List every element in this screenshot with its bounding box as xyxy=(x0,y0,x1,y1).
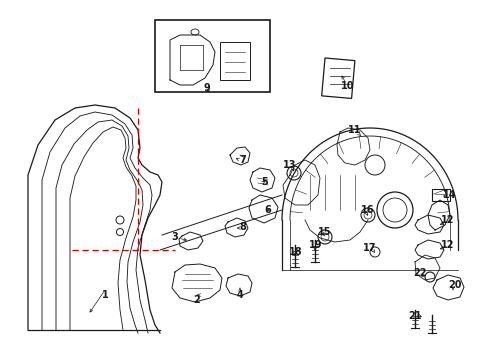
Text: 2: 2 xyxy=(193,295,200,305)
Text: 19: 19 xyxy=(308,240,322,250)
Text: 6: 6 xyxy=(264,205,271,215)
Text: 3: 3 xyxy=(171,232,178,242)
Text: 21: 21 xyxy=(407,311,421,321)
Bar xyxy=(220,42,249,80)
Text: 7: 7 xyxy=(239,155,246,165)
Bar xyxy=(431,189,449,201)
Text: 12: 12 xyxy=(440,215,454,225)
Text: 1: 1 xyxy=(102,290,108,300)
Text: 22: 22 xyxy=(412,268,426,278)
Bar xyxy=(321,58,354,99)
Text: 9: 9 xyxy=(203,83,210,93)
Text: 10: 10 xyxy=(341,81,354,91)
Text: 15: 15 xyxy=(318,227,331,237)
Text: 13: 13 xyxy=(283,160,296,170)
Text: 17: 17 xyxy=(363,243,376,253)
Text: 11: 11 xyxy=(347,125,361,135)
Text: 20: 20 xyxy=(447,280,461,290)
Text: 12: 12 xyxy=(440,240,454,250)
Bar xyxy=(155,20,269,92)
Text: 18: 18 xyxy=(288,247,302,257)
Text: 14: 14 xyxy=(442,190,456,200)
Text: 5: 5 xyxy=(261,177,268,187)
Text: 4: 4 xyxy=(236,290,243,300)
Text: 16: 16 xyxy=(361,205,374,215)
Text: 8: 8 xyxy=(239,222,246,232)
